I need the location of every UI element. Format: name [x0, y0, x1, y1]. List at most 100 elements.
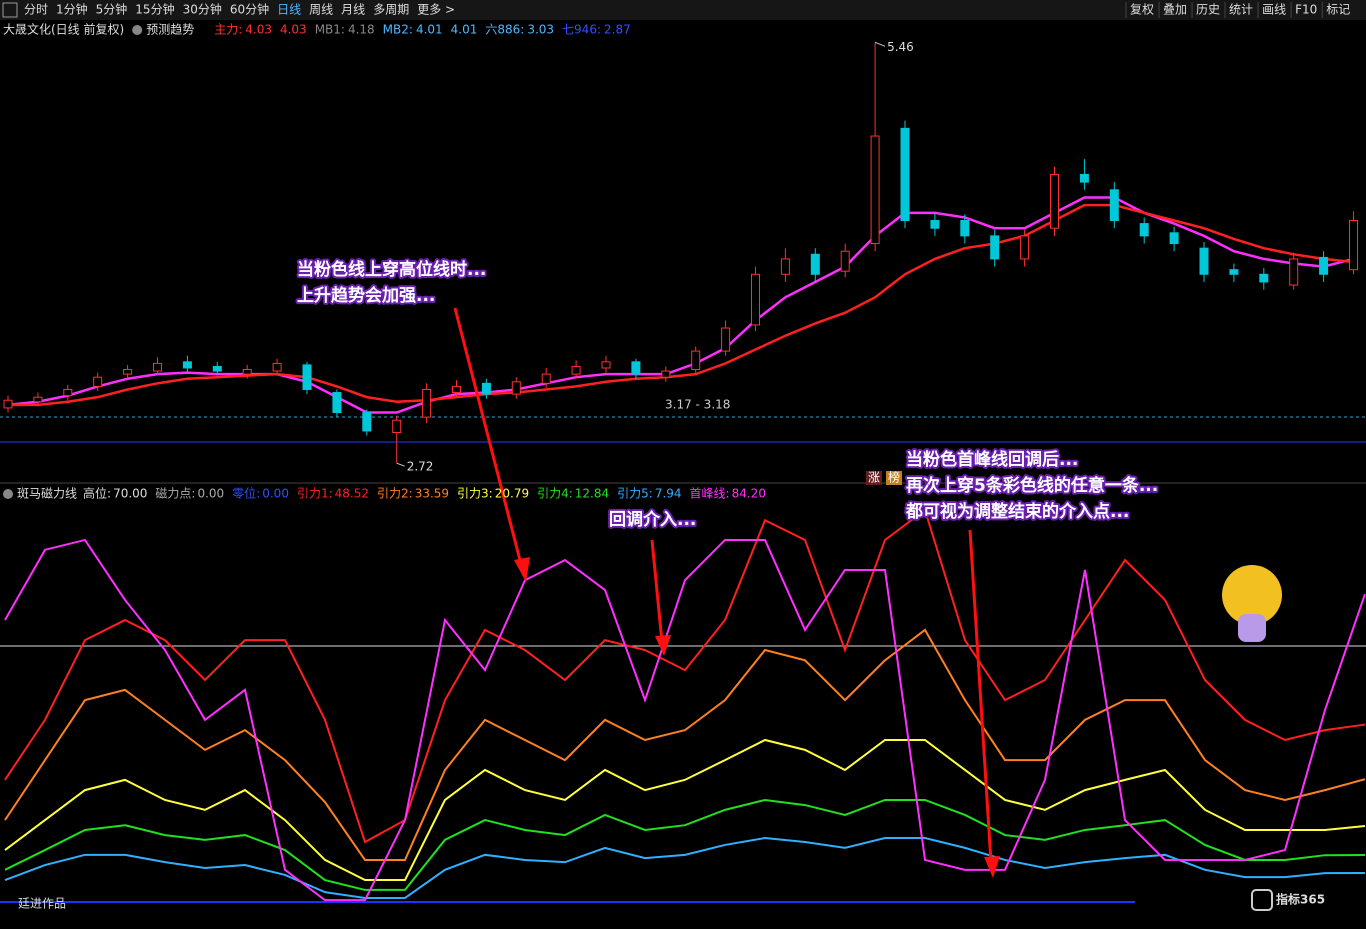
candle-body	[302, 364, 312, 390]
toolbar-bg	[0, 0, 1366, 20]
candle-body	[1289, 258, 1299, 286]
toolbar-tool[interactable]: 复权	[1130, 3, 1154, 17]
legend-value: 84.20	[732, 487, 766, 501]
candle-body	[242, 369, 252, 375]
legend-value: 33.59	[415, 487, 449, 501]
legend-value: 7.94	[655, 487, 682, 501]
watermark-icon	[1251, 889, 1273, 911]
toolbar-tab[interactable]: 周线	[309, 3, 333, 17]
legend-label: 引力2:	[377, 487, 413, 501]
legend-value: 4.01	[451, 23, 478, 37]
candle-body	[1109, 189, 1119, 222]
toolbar-tab[interactable]: 月线	[341, 3, 365, 17]
legend-label: 引力4:	[537, 487, 573, 501]
candle-body	[392, 419, 402, 433]
legend-value: 2.87	[604, 23, 631, 37]
candle-body	[212, 365, 222, 372]
indicator-line	[4, 628, 1366, 861]
toolbar-tab[interactable]: 分时	[24, 3, 48, 17]
toolbar-tab[interactable]: 15分钟	[135, 2, 174, 17]
legend-label: MB1:	[315, 23, 345, 37]
candle-body	[93, 376, 103, 387]
legend-label: 六886:	[485, 23, 524, 37]
legend-label: 主力:	[214, 23, 242, 37]
price-tick	[874, 41, 886, 47]
price-label: 5.46	[887, 40, 914, 54]
legend-label: 引力5:	[617, 487, 653, 501]
toolbar-tab[interactable]: 日线	[277, 3, 301, 17]
legend-label: 引力3:	[457, 487, 493, 501]
candle-body	[541, 373, 551, 384]
mascot	[1222, 565, 1282, 625]
toolbar-tab[interactable]: 60分钟	[230, 2, 269, 17]
legend-value: 4.01	[416, 23, 443, 37]
candle-body	[153, 362, 162, 372]
candle-body	[1319, 256, 1329, 275]
toolbar-tool[interactable]: 统计	[1229, 3, 1253, 17]
badge-text: 榜	[888, 470, 900, 485]
toolbar-tab[interactable]: 5分钟	[96, 2, 128, 17]
toolbar-tool[interactable]: 叠加	[1163, 3, 1187, 17]
badge	[866, 471, 882, 485]
indicator-icon	[3, 489, 13, 499]
candle-body	[3, 399, 13, 409]
legend-value: 0.00	[197, 487, 224, 501]
indicator-name: 斑马磁力线	[17, 486, 77, 501]
toolbar-tab[interactable]: 30分钟	[183, 2, 222, 17]
toolbar-tool[interactable]: 历史	[1196, 3, 1220, 17]
candle-body	[481, 382, 491, 395]
candle-body	[63, 388, 73, 397]
candle-body	[1259, 273, 1269, 283]
toolbar-icon[interactable]	[2, 2, 18, 18]
indicator-line	[4, 798, 1366, 891]
toolbar-tool[interactable]: F10	[1295, 3, 1317, 17]
annotation: 回调介入...	[609, 509, 696, 530]
candle-body	[930, 220, 940, 229]
annotation: 都可视为调整结束的介入点...	[905, 501, 1129, 522]
candle-body	[1050, 173, 1059, 229]
legend-value: 48.52	[335, 487, 369, 501]
candle-body	[1349, 220, 1358, 271]
toolbar-tab[interactable]: 多周期	[373, 3, 409, 17]
candle-body	[661, 370, 671, 378]
arrow-head	[984, 856, 1000, 878]
candle-body	[511, 381, 521, 395]
indicator-line	[4, 836, 1366, 899]
candle-body	[990, 235, 1000, 260]
legend-label: MB2:	[383, 23, 413, 37]
candle-body	[1020, 235, 1030, 260]
candle-body	[182, 361, 192, 369]
legend-label: 首峰线:	[690, 487, 730, 501]
candle-body	[721, 327, 731, 352]
annotation: 再次上穿5条彩色线的任意一条...	[906, 475, 1158, 496]
arrow-head	[655, 635, 671, 656]
toolbar-tab[interactable]: 1分钟	[56, 2, 88, 17]
legend-label: 引力1:	[297, 487, 333, 501]
toolbar-tool[interactable]: 标记	[1326, 3, 1350, 17]
price-label: 2.72	[407, 460, 434, 474]
candle-body	[631, 361, 641, 375]
indicator-icon	[132, 25, 143, 35]
candle-body	[1199, 247, 1209, 275]
indicator-name: 预测趋势	[146, 23, 194, 37]
candle-body	[900, 127, 910, 222]
price-range: 3.17 - 3.18	[665, 398, 730, 412]
candle-body	[960, 220, 970, 237]
legend-label: 磁力点:	[155, 486, 195, 501]
candle-body	[870, 135, 880, 245]
candle-body	[33, 396, 43, 403]
toolbar-tool[interactable]: 画线	[1262, 3, 1286, 17]
annotation: 当粉色首峰线回调后...	[906, 449, 1078, 470]
candle-body	[810, 253, 820, 275]
indicator-line	[4, 538, 1366, 902]
legend-value: 20.79	[495, 487, 529, 501]
arrow-head	[514, 557, 530, 582]
candle-body	[1139, 223, 1149, 237]
legend-label: 高位:	[83, 486, 111, 501]
candle-body	[272, 362, 282, 372]
arrow	[453, 307, 524, 569]
toolbar-tab[interactable]: 更多 >	[417, 3, 455, 17]
badge	[886, 471, 902, 485]
indicator-line	[4, 738, 1366, 882]
arrow	[650, 539, 664, 643]
